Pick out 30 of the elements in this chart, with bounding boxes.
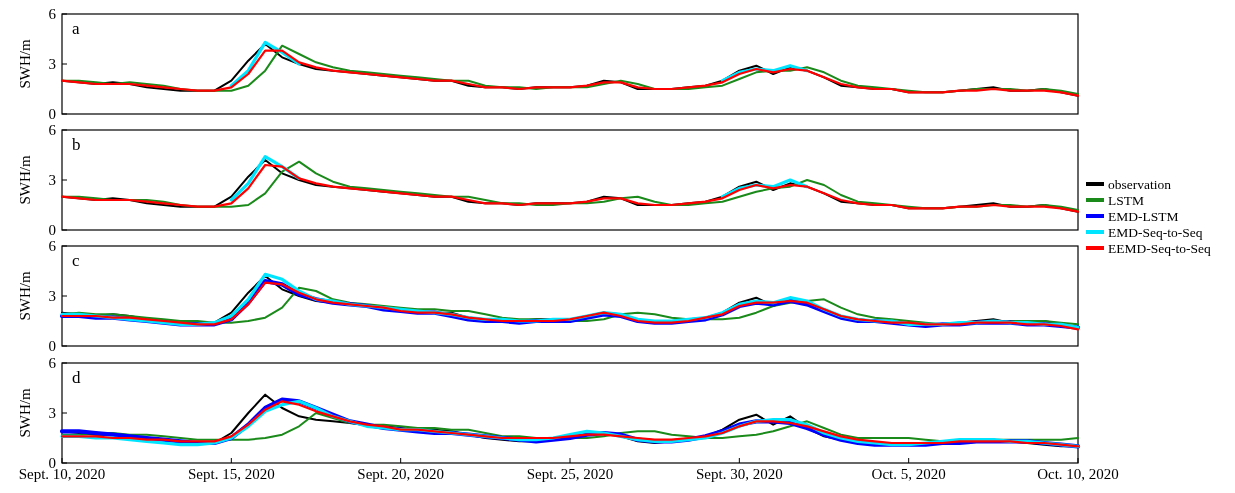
y-axis-title: SWH/m: [17, 155, 33, 205]
legend-label: EEMD-Seq-to-Seq: [1108, 241, 1211, 256]
y-tick-label: 6: [48, 6, 57, 23]
annotation: c: [72, 251, 80, 270]
y-tick-label: 6: [48, 122, 57, 139]
annotation: b: [72, 135, 81, 154]
y-tick-label: 6: [48, 238, 57, 255]
y-tick-label: 3: [48, 56, 56, 73]
annotation: a: [72, 19, 80, 38]
y-tick-label: 6: [48, 355, 57, 372]
y-axis-title: SWH/m: [17, 388, 33, 438]
y-tick-label: 3: [48, 405, 56, 422]
annotation: d: [72, 368, 81, 387]
legend-label: EMD-Seq-to-Seq: [1108, 225, 1203, 240]
legend-label: EMD-LSTM: [1108, 209, 1179, 224]
x-tick-label: Sept. 30, 2020: [696, 466, 783, 482]
x-tick-label: Oct. 10, 2020: [1037, 466, 1119, 482]
y-axis-title: SWH/m: [17, 39, 33, 89]
y-tick-label: 0: [48, 222, 56, 239]
x-tick-label: Sept. 15, 2020: [188, 466, 275, 482]
x-tick-label: Sept. 25, 2020: [526, 466, 614, 482]
x-tick-label: Oct. 5, 2020: [871, 466, 946, 482]
legend-label: observation: [1108, 177, 1172, 192]
x-tick-label: Sept. 20, 2020: [357, 466, 444, 482]
y-tick-label: 3: [48, 288, 56, 305]
y-tick-label: 0: [48, 106, 56, 123]
y-tick-label: 3: [48, 172, 56, 189]
y-tick-label: 0: [48, 338, 56, 355]
y-axis-title: SWH/m: [17, 271, 33, 321]
legend-label: LSTM: [1108, 193, 1145, 208]
